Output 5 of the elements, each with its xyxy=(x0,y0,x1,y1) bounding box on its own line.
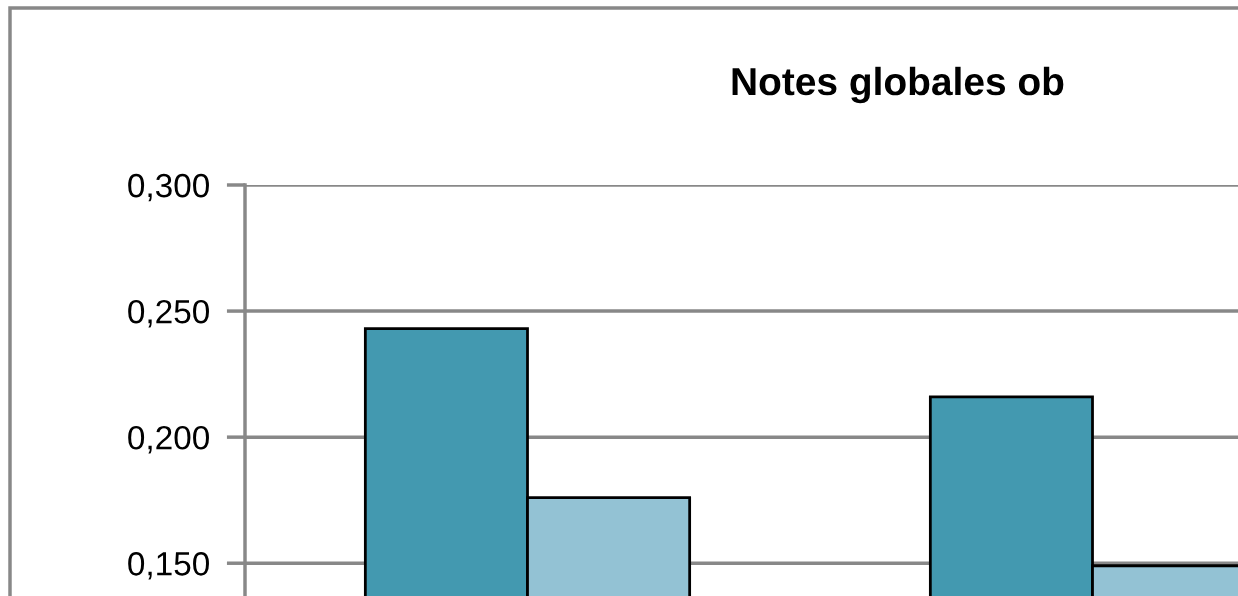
y-tick-label: 0,300 xyxy=(128,173,209,202)
chart-title: Notes globales ob xyxy=(732,66,1064,104)
y-tick-label: 0,250 xyxy=(128,299,209,328)
y-tick-label: 0,200 xyxy=(128,425,209,454)
y-tick-label: 0,150 xyxy=(128,552,209,580)
